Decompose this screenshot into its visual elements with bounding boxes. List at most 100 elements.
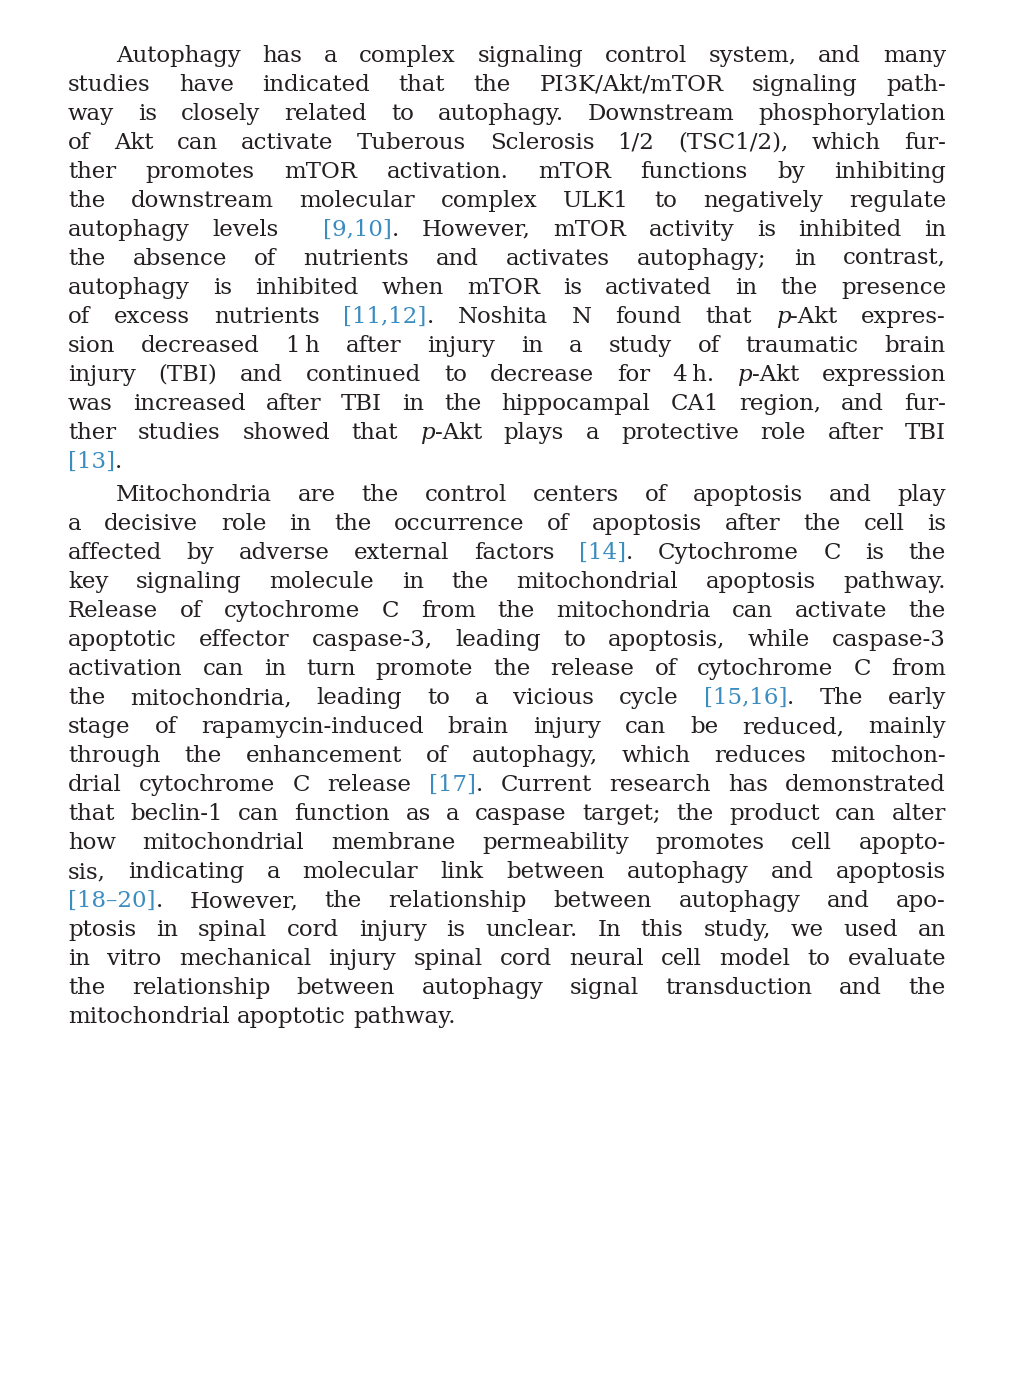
Text: study: study: [608, 335, 671, 357]
Text: model: model: [719, 949, 790, 969]
Text: is: is: [138, 102, 157, 125]
Text: in: in: [402, 571, 424, 593]
Text: function: function: [294, 803, 390, 825]
Text: sis,: sis,: [68, 861, 105, 884]
Text: autophagy: autophagy: [68, 219, 190, 241]
Text: decisive: decisive: [104, 514, 199, 535]
Text: autophagy: autophagy: [422, 978, 544, 999]
Text: unclear.: unclear.: [485, 920, 577, 942]
Text: signal: signal: [570, 978, 639, 999]
Text: ther: ther: [68, 422, 117, 443]
Text: nutrients: nutrients: [303, 248, 409, 270]
Text: system,: system,: [709, 44, 797, 66]
Text: which: which: [811, 132, 881, 154]
Text: apoptosis: apoptosis: [706, 571, 816, 593]
Text: 1/2: 1/2: [618, 132, 654, 154]
Text: cell: cell: [661, 949, 702, 969]
Text: and: and: [840, 978, 882, 999]
Text: enhancement: enhancement: [245, 745, 402, 767]
Text: between: between: [506, 861, 604, 884]
Text: [18–20]: [18–20]: [68, 891, 155, 913]
Text: mitochondrial: mitochondrial: [68, 1006, 229, 1028]
Text: decreased: decreased: [141, 335, 260, 357]
Text: reduced,: reduced,: [742, 716, 845, 738]
Text: p: p: [420, 422, 435, 443]
Text: mTOR: mTOR: [467, 277, 539, 299]
Text: injury: injury: [68, 364, 136, 386]
Text: membrane: membrane: [331, 832, 455, 855]
Text: activity: activity: [649, 219, 734, 241]
Text: to: to: [444, 364, 467, 386]
Text: p: p: [776, 306, 790, 328]
Text: and: and: [828, 485, 872, 506]
Text: the: the: [68, 978, 105, 999]
Text: [13]: [13]: [68, 450, 116, 472]
Text: promotes: promotes: [146, 161, 255, 183]
Text: after: after: [346, 335, 402, 357]
Text: cytochrome: cytochrome: [139, 774, 276, 796]
Text: many: many: [883, 44, 946, 66]
Text: mitochon-: mitochon-: [830, 745, 946, 767]
Text: was: was: [68, 393, 113, 414]
Text: we: we: [791, 920, 823, 942]
Text: affected: affected: [68, 542, 162, 564]
Text: injury: injury: [532, 716, 600, 738]
Text: is: is: [756, 219, 776, 241]
Text: autophagy,: autophagy,: [472, 745, 598, 767]
Text: of: of: [548, 514, 570, 535]
Text: after: after: [725, 514, 781, 535]
Text: Downstream: Downstream: [588, 102, 735, 125]
Text: C: C: [293, 774, 310, 796]
Text: the: the: [909, 600, 946, 622]
Text: between: between: [554, 891, 652, 913]
Text: functions: functions: [640, 161, 747, 183]
Text: reduces: reduces: [715, 745, 806, 767]
Text: way: way: [68, 102, 115, 125]
Text: inhibited: inhibited: [256, 277, 358, 299]
Text: through: through: [68, 745, 160, 767]
Text: [15,16]: [15,16]: [704, 687, 787, 709]
Text: is: is: [865, 542, 884, 564]
Text: leading: leading: [455, 629, 540, 651]
Text: the: the: [334, 514, 371, 535]
Text: be: be: [690, 716, 718, 738]
Text: spinal: spinal: [198, 920, 267, 942]
Text: TBI: TBI: [906, 422, 946, 443]
Text: the: the: [324, 891, 362, 913]
Text: a: a: [68, 514, 81, 535]
Text: the: the: [909, 978, 946, 999]
Text: turn: turn: [306, 658, 356, 680]
Text: after: after: [827, 422, 883, 443]
Text: related: related: [285, 102, 367, 125]
Text: when: when: [381, 277, 444, 299]
Text: Cytochrome: Cytochrome: [658, 542, 799, 564]
Text: of: of: [645, 485, 667, 506]
Text: Mitochondria: Mitochondria: [116, 485, 272, 506]
Text: by: by: [777, 161, 805, 183]
Text: can: can: [732, 600, 773, 622]
Text: -Akt: -Akt: [751, 364, 799, 386]
Text: activated: activated: [605, 277, 712, 299]
Text: [17]: [17]: [429, 774, 476, 796]
Text: -Akt: -Akt: [790, 306, 838, 328]
Text: p: p: [737, 364, 751, 386]
Text: apoptotic: apoptotic: [237, 1006, 346, 1028]
Text: CA1: CA1: [670, 393, 719, 414]
Text: plays: plays: [504, 422, 564, 443]
Text: Current: Current: [501, 774, 592, 796]
Text: have: have: [179, 73, 234, 96]
Text: autophagy;: autophagy;: [637, 248, 767, 270]
Text: autophagy: autophagy: [627, 861, 748, 884]
Text: mitochondrial: mitochondrial: [143, 832, 304, 855]
Text: pathway.: pathway.: [353, 1006, 455, 1028]
Text: region,: region,: [739, 393, 821, 414]
Text: while: while: [747, 629, 810, 651]
Text: (TBI): (TBI): [159, 364, 217, 386]
Text: fur-: fur-: [904, 132, 946, 154]
Text: can: can: [203, 658, 244, 680]
Text: a: a: [446, 803, 459, 825]
Text: However,: However,: [190, 891, 298, 913]
Text: negatively: negatively: [704, 190, 823, 212]
Text: [9,10]: [9,10]: [323, 219, 392, 241]
Text: evaluate: evaluate: [848, 949, 946, 969]
